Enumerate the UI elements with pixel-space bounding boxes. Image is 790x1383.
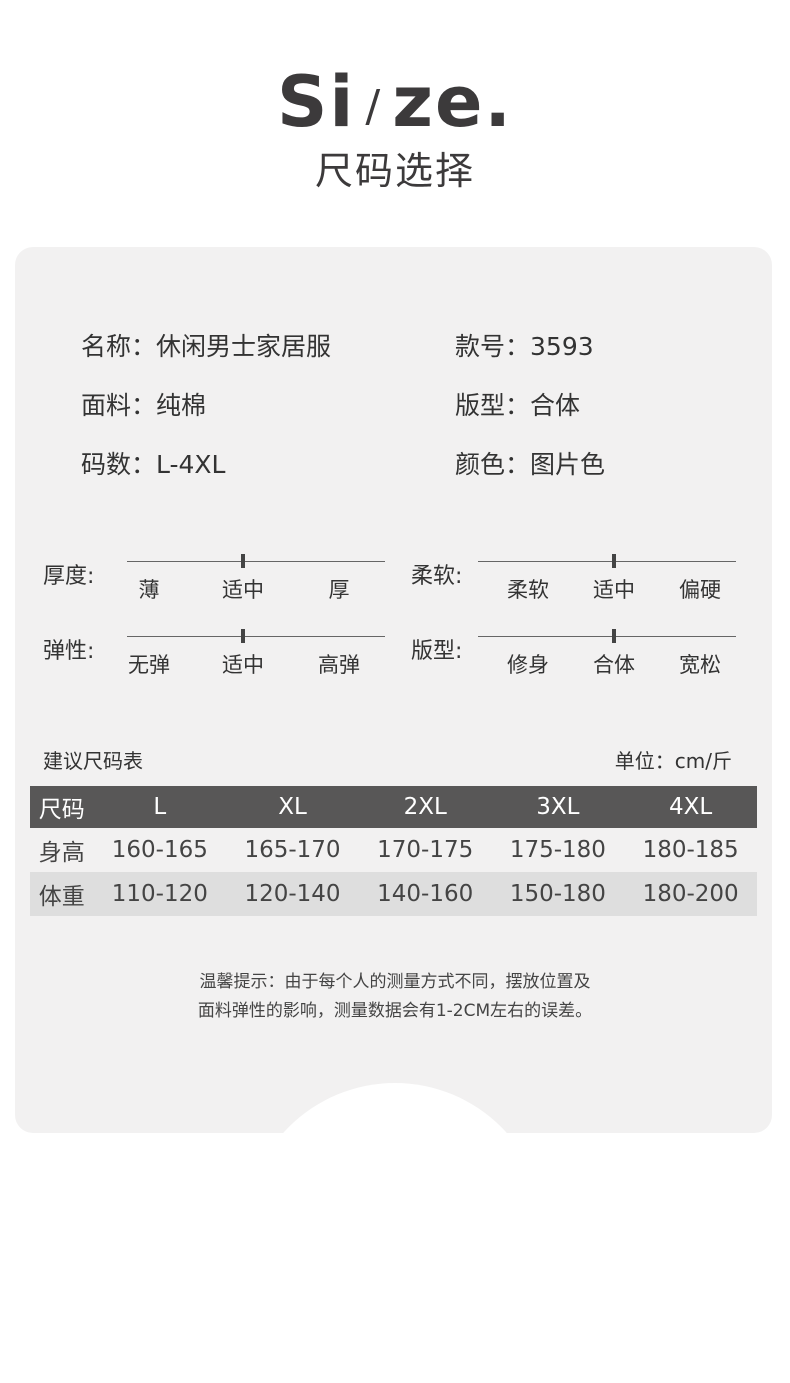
scale-option: 薄 <box>138 578 160 602</box>
header-cell: XL <box>226 786 359 828</box>
scale-label: 弹性: <box>43 639 95 664</box>
scale-line <box>478 636 736 637</box>
scale-marker <box>612 629 616 643</box>
title-part: Si <box>276 61 356 143</box>
info-label: 版型： <box>455 391 531 420</box>
table-cell: 120-140 <box>226 872 359 916</box>
title-slash: / <box>365 80 383 132</box>
table-cell: 体重 <box>30 872 94 916</box>
scale-label: 柔软: <box>411 564 463 589</box>
scale-line <box>478 561 736 562</box>
table-title: 建议尺码表 <box>43 749 143 773</box>
tip-note: 温馨提示：由于每个人的测量方式不同，摆放位置及 面料弹性的影响，测量数据会有1-2… <box>0 968 790 1026</box>
header-cell: L <box>93 786 227 828</box>
scale-option: 厚 <box>328 578 350 602</box>
info-item: 面料：纯棉 <box>81 386 206 422</box>
info-label: 颜色： <box>455 450 531 479</box>
scale-option: 适中 <box>593 578 635 602</box>
table-cell: 110-120 <box>93 872 227 916</box>
scale-option: 偏硬 <box>679 578 721 602</box>
table-row: 体重 110-120 120-140 140-160 150-180 180-200 <box>30 872 757 916</box>
info-label: 码数： <box>81 450 157 479</box>
info-item: 款号：3593 <box>455 327 594 363</box>
scale-label: 版型: <box>411 639 463 664</box>
scale-option: 修身 <box>507 653 549 677</box>
info-value: 休闲男士家居服 <box>156 332 332 361</box>
info-value: L-4XL <box>156 450 226 479</box>
scale-option: 宽松 <box>679 653 721 677</box>
scale-option: 无弹 <box>128 653 170 677</box>
scale-marker <box>241 554 245 568</box>
scale-line <box>127 636 385 637</box>
header-cell: 尺码 <box>30 786 94 828</box>
title-part: ze. <box>392 61 514 143</box>
table-cell: 180-185 <box>642 837 739 863</box>
table-unit: 单位：cm/斤 <box>614 749 732 773</box>
scale-option: 高弹 <box>318 653 360 677</box>
scale-option: 合体 <box>593 653 635 677</box>
info-label: 面料： <box>81 391 157 420</box>
info-value: 合体 <box>530 391 581 420</box>
scale-marker <box>612 554 616 568</box>
title-cn: 尺码选择 <box>314 149 475 193</box>
size-table: 尺码 L XL 2XL 3XL 4XL 身高 160-165 165-170 170-175 175… <box>30 786 757 916</box>
table-cell: 165-170 <box>244 837 341 863</box>
note-line: 面料弹性的影响，测量数据会有1-2CM左右的误差。 <box>197 1001 593 1021</box>
info-value: 3593 <box>530 332 594 361</box>
table-cell: 160-165 <box>111 837 208 863</box>
table-header-row: 尺码 L XL 2XL 3XL 4XL <box>30 786 757 828</box>
table-cell: 150-180 <box>491 872 625 916</box>
info-value: 图片色 <box>530 450 606 479</box>
table-cell: 175-180 <box>509 837 606 863</box>
decorative-notch <box>245 1083 545 1383</box>
info-item: 名称：休闲男士家居服 <box>81 327 331 363</box>
scale-option: 适中 <box>222 578 264 602</box>
scale-option: 柔软 <box>507 578 549 602</box>
info-label: 款号： <box>455 332 531 361</box>
header-cell: 2XL <box>358 786 492 828</box>
info-item: 版型：合体 <box>455 386 580 422</box>
title-en: Si / ze. <box>0 62 790 147</box>
header-cell: 4XL <box>624 786 757 828</box>
info-item: 码数：L-4XL <box>81 445 226 481</box>
info-label: 名称： <box>81 332 157 361</box>
table-cell: 170-175 <box>377 837 474 863</box>
table-cell: 180-200 <box>624 872 757 916</box>
table-cell: 140-160 <box>358 872 492 916</box>
scale-option: 适中 <box>222 653 264 677</box>
size-card <box>15 247 772 1133</box>
info-item: 颜色：图片色 <box>455 445 605 481</box>
table-row: 身高 160-165 165-170 170-175 175-180 180-185 <box>30 828 757 872</box>
scale-line <box>127 561 385 562</box>
table-cell: 身高 <box>38 840 85 866</box>
scale-marker <box>241 629 245 643</box>
header-cell: 3XL <box>491 786 625 828</box>
scale-label: 厚度: <box>43 564 95 589</box>
info-value: 纯棉 <box>156 391 207 420</box>
note-line: 温馨提示：由于每个人的测量方式不同，摆放位置及 <box>199 972 591 992</box>
